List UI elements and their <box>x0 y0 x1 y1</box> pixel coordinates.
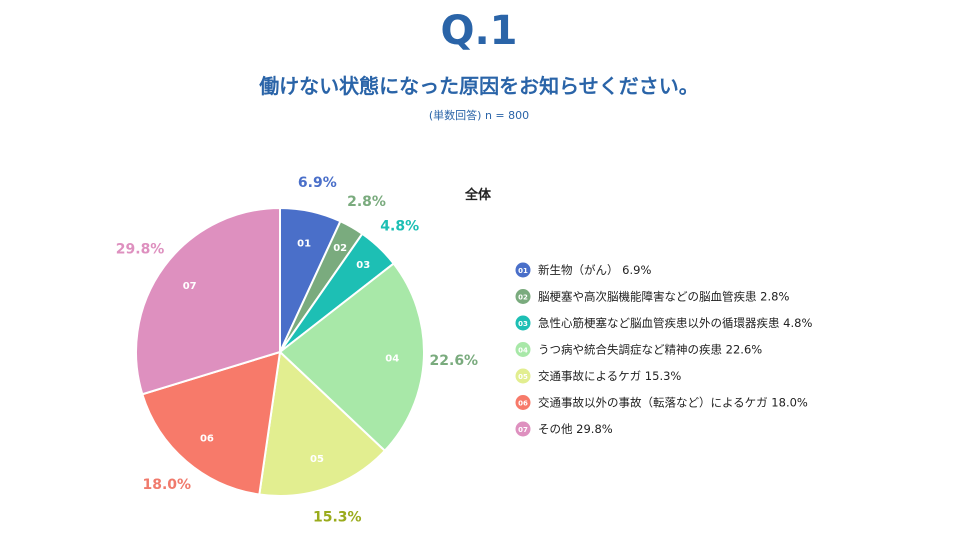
legend-code-03: 03 <box>518 320 528 328</box>
slice-code-05: 05 <box>310 454 324 465</box>
slice-value-label-03: 4.8% <box>380 219 419 235</box>
legend-marker-07 <box>515 421 531 437</box>
slice-value-label-05: 15.3% <box>313 509 362 525</box>
legend-label-06: 交通事故以外の事故（転落など）によるケガ 18.0% <box>538 396 808 410</box>
legend-marker-05 <box>515 368 531 384</box>
question-text: 働けない状態になった原因をお知らせください。 <box>259 74 699 98</box>
pie-slice-07 <box>135 206 281 396</box>
slice-value-label-01: 6.9% <box>298 175 337 191</box>
chart-title: 全体 <box>464 187 492 203</box>
legend-code-02: 02 <box>518 294 528 302</box>
slice-value-label-04: 22.6% <box>430 353 479 369</box>
slice-code-04: 04 <box>385 353 399 364</box>
legend-code-06: 06 <box>518 400 528 408</box>
slice-value-label-02: 2.8% <box>347 194 386 210</box>
legend-code-05: 05 <box>518 373 528 381</box>
sample-note: (単数回答) n = 800 <box>428 109 530 122</box>
legend-marker-01 <box>515 262 531 278</box>
legend-marker-02 <box>515 289 531 304</box>
legend-code-07: 07 <box>518 426 528 434</box>
slice-value-label-06: 18.0% <box>142 477 191 493</box>
legend-code-01: 01 <box>518 267 528 275</box>
legend-label-02: 脳梗塞や高次脳機能障害などの脳血管疾患 2.8% <box>538 290 789 304</box>
pie-slice-05 <box>258 349 387 497</box>
slice-code-03: 03 <box>356 260 370 271</box>
legend-label-07: その他 29.8% <box>538 422 613 436</box>
question-number: Q.1 <box>440 8 518 54</box>
slice-code-06: 06 <box>200 433 214 444</box>
pie-slice-04 <box>278 262 425 453</box>
legend-label-04: うつ病や統合失調症など精神の疾患 22.6% <box>538 343 762 357</box>
legend-label-03: 急性心筋梗塞など脳血管疾患以外の循環器疾患 4.8% <box>538 316 812 330</box>
legend-marker-06 <box>515 395 531 410</box>
slice-value-label-07: 29.8% <box>116 242 165 258</box>
slice-code-02: 02 <box>333 243 347 254</box>
legend-label-01: 新生物（がん） 6.9% <box>538 263 651 277</box>
legend-marker-03 <box>515 315 531 331</box>
slice-code-07: 07 <box>183 281 197 292</box>
legend-marker-04 <box>515 342 531 357</box>
legend-label-05: 交通事故によるケガ 15.3% <box>538 369 681 383</box>
pie-slice-06 <box>141 350 282 496</box>
slice-code-01: 01 <box>297 238 311 249</box>
legend-code-04: 04 <box>518 347 528 355</box>
